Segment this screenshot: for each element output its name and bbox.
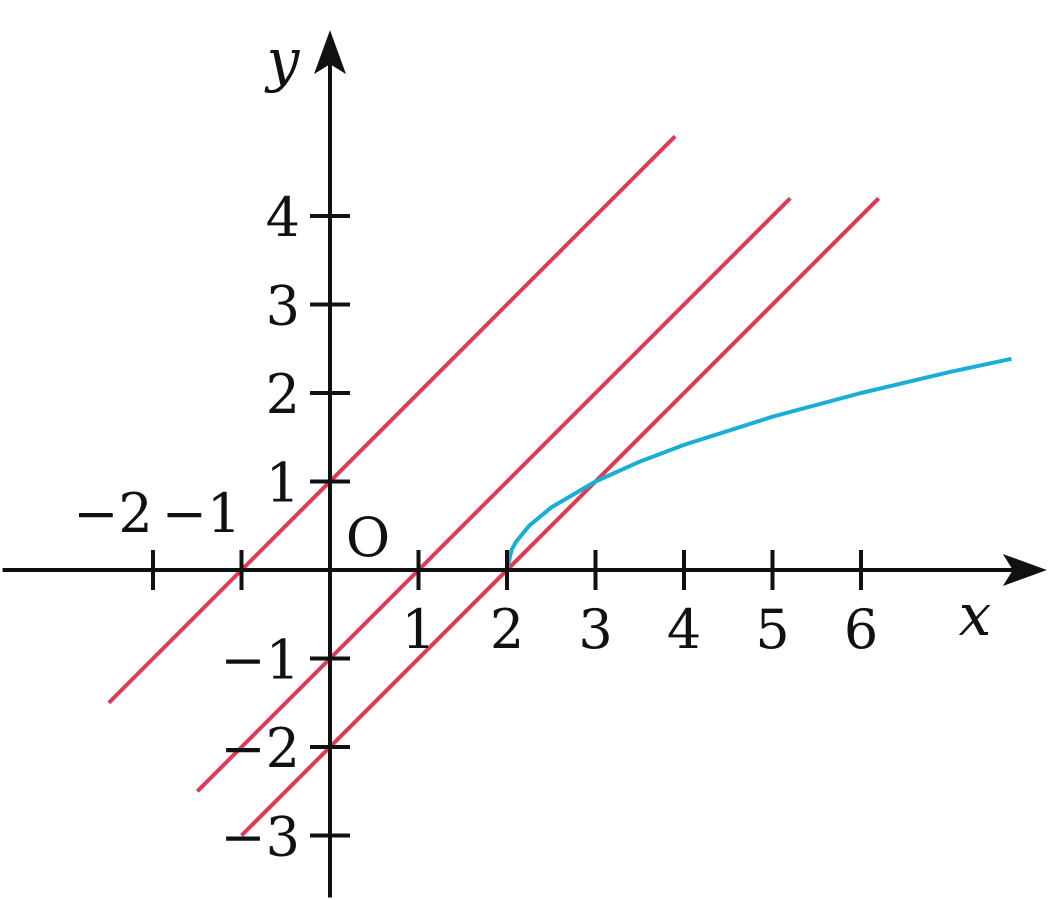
x-tick-label: 5 bbox=[755, 598, 789, 661]
y-axis-title: y bbox=[264, 26, 301, 94]
y-axis-arrowhead bbox=[314, 30, 346, 75]
series-layer bbox=[107, 134, 1012, 837]
y-tick-label: −1 bbox=[220, 629, 300, 692]
series-line-3 bbox=[240, 196, 881, 837]
x-tick-label: −1 bbox=[162, 482, 242, 545]
x-tick-label: 6 bbox=[844, 598, 878, 661]
y-tick-label: 2 bbox=[266, 363, 300, 426]
x-tick-label: 1 bbox=[401, 598, 435, 661]
y-tick-label: 4 bbox=[266, 186, 300, 249]
x-tick-label: 3 bbox=[578, 598, 612, 661]
x-axis-title: x bbox=[959, 581, 992, 649]
x-axis-arrowhead bbox=[1002, 554, 1047, 586]
y-tick-label: −3 bbox=[220, 806, 300, 869]
y-tick-label: −2 bbox=[220, 717, 300, 780]
x-tick-label: 2 bbox=[490, 598, 524, 661]
y-tick-label: 3 bbox=[266, 275, 300, 338]
series-line-2 bbox=[195, 196, 792, 793]
axes-layer bbox=[2, 30, 1047, 898]
series-curve bbox=[505, 356, 1012, 571]
x-tick-label: 4 bbox=[667, 598, 701, 661]
x-tick-label: −2 bbox=[73, 482, 153, 545]
series-line-1 bbox=[107, 134, 677, 705]
origin-label: O bbox=[346, 506, 390, 569]
y-tick-label: 1 bbox=[266, 452, 300, 515]
